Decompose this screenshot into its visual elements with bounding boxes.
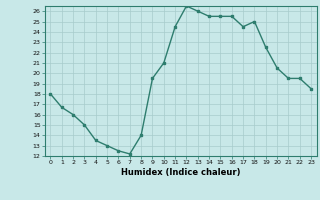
X-axis label: Humidex (Indice chaleur): Humidex (Indice chaleur) — [121, 168, 241, 177]
